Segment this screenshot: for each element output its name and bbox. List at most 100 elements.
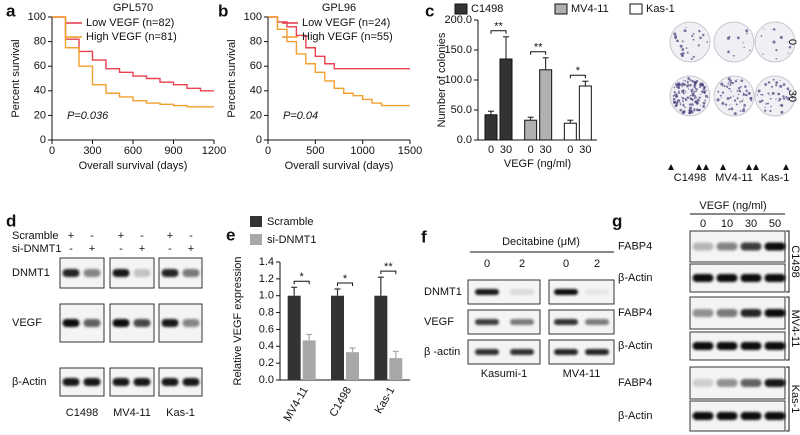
bar <box>524 119 538 141</box>
blot-band <box>133 319 151 327</box>
blot-band <box>740 309 762 317</box>
colony <box>779 84 783 88</box>
colony <box>767 81 771 84</box>
colony <box>775 48 778 52</box>
x-tick-label: C1498 <box>328 385 355 419</box>
colony <box>740 85 742 88</box>
colony <box>681 48 685 51</box>
colony <box>737 93 740 96</box>
chart-title: GPL570 <box>113 2 153 14</box>
blot-band <box>475 289 499 295</box>
blot-band <box>554 289 578 295</box>
colony <box>682 100 684 103</box>
survival-curve <box>268 16 410 70</box>
colony <box>729 96 732 99</box>
colony <box>722 84 724 87</box>
colony-dish <box>754 75 796 117</box>
colony <box>678 91 681 94</box>
legend-swatch <box>554 3 568 15</box>
colony <box>756 94 758 96</box>
y-axis-label: Number of colonies <box>436 32 448 127</box>
x-tick-label: 30 <box>540 144 552 156</box>
colony <box>765 103 767 105</box>
colony <box>744 85 747 88</box>
treatment-label: Scramble <box>12 230 58 242</box>
treatment-label: Decitabine (μM) <box>502 236 580 248</box>
colony <box>781 105 783 108</box>
legend-label: Low VEGF (n=82) <box>86 17 174 29</box>
colony <box>766 103 768 105</box>
colony <box>673 91 676 94</box>
legend-label: C1498 <box>471 3 503 15</box>
cell-line-label: MV4-11 <box>563 368 601 380</box>
bar <box>346 352 359 380</box>
colony <box>729 104 731 106</box>
colony <box>771 85 774 88</box>
colony <box>698 96 701 99</box>
colony <box>772 78 775 81</box>
colony <box>723 85 726 88</box>
y-tick-label: 0 <box>40 134 46 146</box>
marker-triangle <box>668 164 674 170</box>
colony <box>728 87 730 90</box>
x-axis-label: Overall survival (days) <box>285 160 394 172</box>
treatment-sign: + <box>68 230 74 242</box>
y-tick-label: 20 <box>34 109 46 121</box>
significance: * <box>343 273 348 285</box>
colony <box>780 110 784 114</box>
colony <box>729 79 732 83</box>
colony <box>761 99 764 102</box>
colony <box>682 92 685 94</box>
colony <box>703 86 705 88</box>
colony <box>779 79 781 82</box>
panel-label: b <box>218 1 228 20</box>
colony <box>768 94 770 96</box>
colony <box>744 93 748 96</box>
colony <box>717 90 720 93</box>
blot-band <box>182 378 200 386</box>
y-tick-label: 0.4 <box>259 340 274 352</box>
blot-band <box>716 342 738 350</box>
protein-label: DNMT1 <box>12 267 50 279</box>
marker-triangle <box>746 164 752 170</box>
x-tick-label: 1000 <box>350 145 374 157</box>
colony <box>677 83 681 87</box>
blot-band <box>764 309 786 317</box>
marker-triangle <box>753 164 759 170</box>
x-tick-label: 0 <box>49 145 55 157</box>
colony <box>675 93 678 96</box>
legend-swatch <box>629 3 643 15</box>
column-label: Kas-1 <box>761 172 790 184</box>
colony <box>684 98 688 102</box>
dose-label: 0 <box>563 258 569 270</box>
column-label: C1498 <box>674 172 706 184</box>
cell-line-label: MV4-11 <box>789 310 800 348</box>
legend-label: High VEGF (n=55) <box>302 31 393 43</box>
colony <box>741 108 746 113</box>
row-label: 30 <box>786 90 798 102</box>
colony <box>763 28 765 30</box>
colony <box>775 81 779 84</box>
colony <box>691 35 694 38</box>
colony <box>721 101 725 105</box>
colony-dish <box>713 21 755 63</box>
column-label: MV4-11 <box>715 172 753 184</box>
blot-band <box>585 319 609 325</box>
colony <box>771 29 773 31</box>
x-tick-label: 600 <box>124 145 142 157</box>
colony <box>782 83 786 86</box>
blot-band <box>161 269 179 277</box>
row-label: 0 <box>786 39 798 45</box>
colony <box>764 83 768 86</box>
colony <box>694 81 697 84</box>
colony <box>737 86 741 90</box>
colony <box>672 97 676 101</box>
y-tick-label: 40 <box>34 85 46 97</box>
colony <box>676 99 680 103</box>
colony <box>674 35 678 39</box>
y-tick-label: 150.0 <box>444 44 472 56</box>
blot-band <box>62 269 80 277</box>
dose-label: 30 <box>745 218 757 230</box>
colony <box>692 95 695 97</box>
